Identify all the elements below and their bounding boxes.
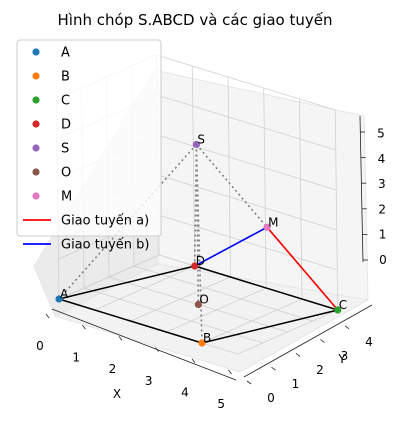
grid-line-z <box>157 134 337 191</box>
chart-title: Hình chóp S.ABCD và các giao tuyến <box>58 11 333 29</box>
x-tick-mark <box>82 324 86 330</box>
legend-label-M: M <box>61 190 72 205</box>
point-B <box>198 339 206 347</box>
grid-line-x <box>191 65 196 267</box>
y-axis-line <box>243 304 373 378</box>
legend-box <box>16 39 162 237</box>
y-tick-mark <box>344 325 350 330</box>
z-axis-line <box>359 115 364 263</box>
grid-line-z <box>58 254 160 300</box>
grid-line-z <box>157 174 337 231</box>
grid-line-x <box>299 98 303 300</box>
legend-label-B: B <box>61 70 70 85</box>
legend-marker-A <box>32 48 40 56</box>
grid-line-x <box>263 87 267 289</box>
grid-line-z <box>156 54 336 111</box>
x-axis-label: X <box>113 387 121 401</box>
y-tick-label: 4 <box>365 335 373 349</box>
legend-marker-M <box>32 192 40 200</box>
y-tick-mark <box>271 366 276 371</box>
y-tick-label: 0 <box>267 391 275 405</box>
point-label-B: B <box>203 331 211 345</box>
z-tick-label: 1 <box>379 228 387 242</box>
legend-label-S: S <box>61 142 69 157</box>
intersection-line-1 <box>266 226 339 311</box>
x-tick-label: 4 <box>181 385 189 399</box>
point-A <box>55 295 63 303</box>
grid-line-z <box>156 94 336 151</box>
intersection-line-2 <box>194 226 268 267</box>
legend-marker-O <box>32 168 40 176</box>
x-tick-mark <box>155 347 159 352</box>
x-tick-label: 0 <box>36 339 44 353</box>
legend-label-line-2: Giao tuyến b) <box>61 238 149 253</box>
y-axis-label: Y <box>337 352 346 366</box>
legend-marker-D <box>32 120 40 128</box>
legend-marker-C <box>32 96 40 104</box>
x-tick-label: 2 <box>109 362 117 376</box>
x-tick-label: 5 <box>217 397 225 411</box>
z-tick-label: 2 <box>378 202 386 216</box>
grid-line-x <box>227 76 231 278</box>
legend-label-D: D <box>61 118 71 133</box>
point-C <box>334 306 342 314</box>
point-D <box>191 262 199 270</box>
grid-line-x <box>334 109 339 311</box>
legend-marker-B <box>32 72 40 80</box>
x-axis-line <box>51 308 237 381</box>
point-label-O: O <box>199 293 208 307</box>
point-label-D: D <box>196 254 205 268</box>
y-tick-label: 1 <box>292 377 300 391</box>
point-O <box>194 300 202 309</box>
point-label-A: A <box>60 287 69 301</box>
z-tick-label: 0 <box>379 253 387 267</box>
legend-label-line-1: Giao tuyến a) <box>61 214 149 229</box>
z-tick-label: 4 <box>378 152 386 166</box>
z-tick-label: 5 <box>377 127 385 141</box>
lateral-edge-SO <box>195 144 200 305</box>
lateral-edge-SB <box>195 144 203 344</box>
legend-label-C: C <box>61 94 70 109</box>
legend-label-O: O <box>61 166 71 181</box>
y-tick-label: 3 <box>341 349 349 363</box>
x-tick-label: 1 <box>72 351 80 365</box>
point-label-S: S <box>197 133 205 147</box>
grid-line-z <box>158 214 338 271</box>
grid-line-y <box>83 287 263 344</box>
legend-marker-S <box>32 144 40 152</box>
point-M <box>263 223 271 231</box>
point-label-M: M <box>268 215 278 229</box>
y-tick-mark <box>295 353 301 357</box>
base-edge-BC <box>201 309 338 344</box>
x-tick-mark <box>45 313 50 319</box>
grid-line-y <box>133 265 313 322</box>
x-tick-mark <box>118 336 123 341</box>
x-tick-mark <box>191 358 196 364</box>
z-tick-label: 3 <box>378 177 386 191</box>
y-tick-mark <box>320 339 325 343</box>
base-edge-AB <box>58 298 203 344</box>
axis-lines <box>45 115 373 385</box>
y-tick-label: 2 <box>316 363 324 377</box>
x-tick-mark <box>228 369 232 375</box>
tick-labels: 0 1 2 3 4 5 0 1 2 3 4 0 1 2 3 4 5 <box>36 127 387 412</box>
y-tick-mark <box>246 380 252 385</box>
base-edge-CD <box>194 265 338 311</box>
pyramid-edges <box>58 143 339 344</box>
point-label-C: C <box>339 298 347 312</box>
point-S <box>192 140 200 149</box>
base-edge-DA <box>58 265 195 300</box>
x-tick-label: 3 <box>145 374 153 388</box>
legend-label-A: A <box>61 46 70 61</box>
